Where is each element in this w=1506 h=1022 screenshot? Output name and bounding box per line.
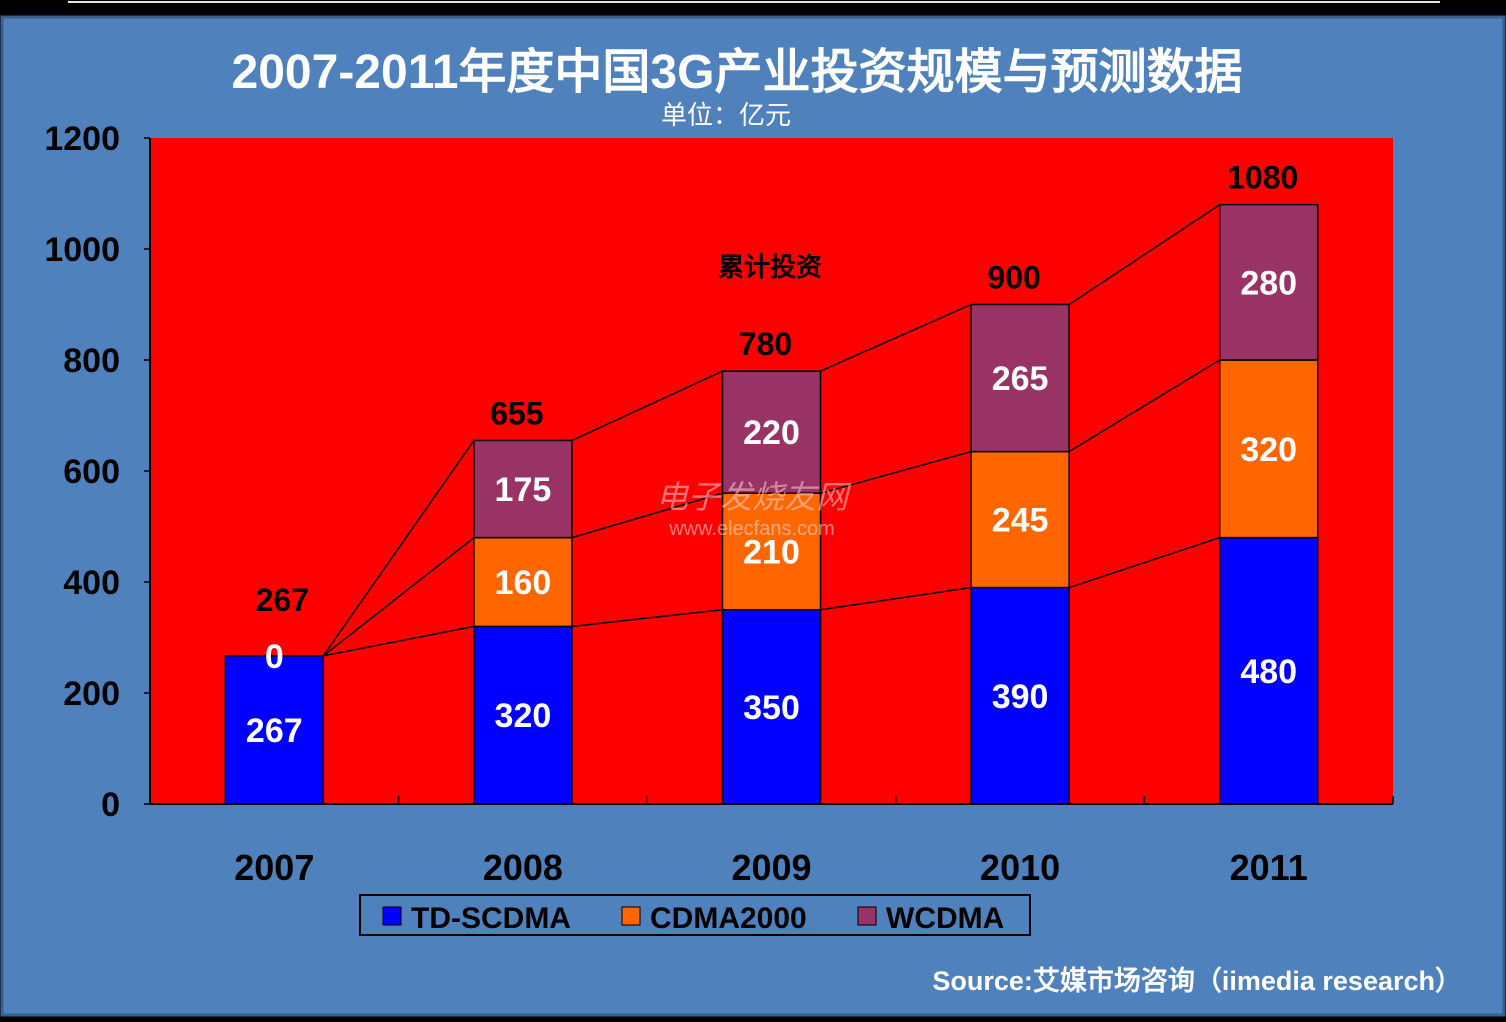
y-tick-label-1200: 1200 bbox=[44, 120, 120, 158]
watermark-url: www.elecfans.com bbox=[668, 518, 835, 540]
data-label-cdma2000-2009: 210 bbox=[743, 533, 800, 571]
legend-label-cdma2000: CDMA2000 bbox=[650, 902, 807, 935]
total-label-2010: 900 bbox=[987, 260, 1040, 296]
connector-line-td-scdma bbox=[571, 609, 723, 628]
connector-lines bbox=[322, 203, 1221, 657]
data-label-cdma2000-2011: 320 bbox=[1240, 431, 1297, 469]
x-tick-label-2010: 2010 bbox=[980, 847, 1060, 888]
connector-line-cdma2000 bbox=[1068, 359, 1221, 453]
data-label-td-scdma-2010: 390 bbox=[992, 678, 1049, 716]
data-label-td-scdma-2009: 350 bbox=[743, 689, 800, 727]
legend: TD-SCDMA CDMA2000 WCDMA bbox=[382, 902, 1004, 935]
y-tick-label-600: 600 bbox=[63, 453, 120, 491]
connector-line-td-scdma bbox=[820, 586, 972, 611]
data-label-wcdma-2010: 265 bbox=[992, 360, 1049, 398]
y-tick-label-200: 200 bbox=[63, 675, 120, 713]
connector-line-wcdma bbox=[571, 370, 723, 442]
connector-line-cdma2000 bbox=[571, 492, 723, 539]
axes: 2007 2008 2009 2010 2011 0 200 400 600 800 1000 120… bbox=[44, 120, 1394, 888]
chart-title: 2007-2011年度中国3G产业投资规模与预测数据 bbox=[232, 46, 1243, 99]
legend-box bbox=[359, 894, 1031, 936]
bar-td-scdma-2008 bbox=[473, 625, 573, 805]
bar-wcdma-2011 bbox=[1218, 203, 1319, 361]
watermark: 电子发烧友网 www.elecfans.com bbox=[656, 479, 852, 540]
legend-label-td-scdma: TD-SCDMA bbox=[411, 902, 571, 935]
connector-line-cdma2000 bbox=[322, 537, 475, 657]
bars: 267 0 267 320 160 175 655 350 210 220 780 390 245 265… bbox=[224, 160, 1319, 805]
x-tick-label-2007: 2007 bbox=[234, 847, 314, 888]
legend-label-wcdma: WCDMA bbox=[886, 902, 1004, 935]
bar-td-scdma-2007 bbox=[224, 655, 325, 805]
connector-line-cdma2000 bbox=[820, 450, 972, 494]
bar-wcdma-2010 bbox=[970, 303, 1070, 453]
y-tick-label-400: 400 bbox=[63, 564, 120, 602]
data-label-cdma2000-2007: 0 bbox=[265, 638, 284, 676]
bar-wcdma-2008 bbox=[473, 439, 573, 539]
bar-td-scdma-2011 bbox=[1218, 536, 1319, 805]
y-tick-label-800: 800 bbox=[63, 342, 120, 380]
bar-cdma2000-2009 bbox=[721, 492, 822, 611]
y-tick-label-0: 0 bbox=[101, 786, 120, 824]
connector-line-wcdma bbox=[820, 303, 972, 372]
connector-line-wcdma bbox=[322, 440, 475, 657]
legend-swatch-td-scdma bbox=[382, 906, 402, 926]
data-label-wcdma-2009: 220 bbox=[743, 414, 800, 452]
cumulative-investment-annotation: 累计投资 bbox=[718, 253, 822, 283]
chart-subtitle: 单位：亿元 bbox=[661, 100, 791, 130]
data-label-td-scdma-2007: 267 bbox=[246, 712, 303, 750]
bar-cdma2000-2008 bbox=[473, 536, 573, 628]
source-note: Source:艾媒市场咨询（iimedia research） bbox=[932, 965, 1462, 996]
connector-line-td-scdma bbox=[323, 625, 475, 657]
total-label-2007: 267 bbox=[256, 582, 309, 618]
x-tick-label-2008: 2008 bbox=[483, 847, 563, 888]
total-label-2011: 1080 bbox=[1227, 160, 1298, 196]
bar-td-scdma-2010 bbox=[970, 586, 1070, 805]
bar-td-scdma-2009 bbox=[721, 609, 822, 805]
bar-wcdma-2009 bbox=[721, 370, 822, 494]
data-label-cdma2000-2010: 245 bbox=[992, 502, 1049, 540]
x-tick-label-2009: 2009 bbox=[731, 847, 811, 888]
connector-line-td-scdma bbox=[1068, 536, 1220, 589]
data-label-cdma2000-2008: 160 bbox=[495, 564, 552, 602]
connector-line-wcdma bbox=[1068, 203, 1221, 306]
bar-cdma2000-2011 bbox=[1218, 359, 1319, 539]
y-tick-label-1000: 1000 bbox=[44, 231, 120, 269]
total-label-2009: 780 bbox=[739, 326, 792, 362]
data-label-td-scdma-2011: 480 bbox=[1240, 653, 1297, 691]
legend-swatch-cdma2000 bbox=[621, 906, 641, 926]
watermark-cn: 电子发烧友网 bbox=[656, 479, 852, 515]
data-label-wcdma-2011: 280 bbox=[1240, 264, 1297, 302]
total-label-2008: 655 bbox=[490, 395, 543, 431]
x-tick-label-2011: 2011 bbox=[1230, 847, 1308, 888]
data-label-wcdma-2008: 175 bbox=[495, 471, 552, 509]
data-label-td-scdma-2008: 320 bbox=[495, 697, 552, 735]
legend-swatch-wcdma bbox=[857, 906, 877, 926]
